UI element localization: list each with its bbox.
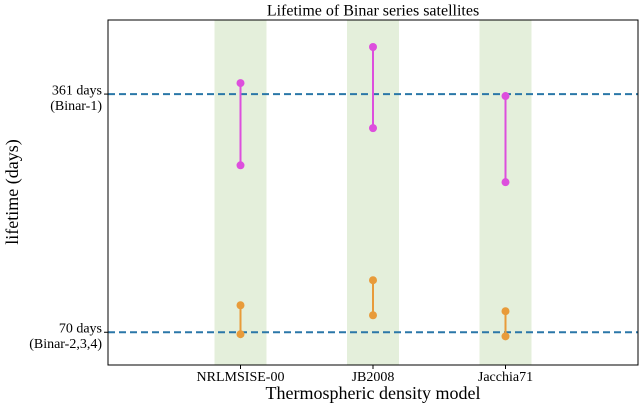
x-tick-label: NRLMSISE-00 [197,370,285,385]
y-tick-label: 361 days (Binar-1) [50,84,102,114]
high-point [501,92,510,101]
x-axis-label: Thermospheric density model [266,383,481,403]
y-tick-label: 70 days (Binar-2,3,4) [29,322,102,352]
y-axis-label: lifetime (days) [2,139,23,244]
chart-title: Lifetime of Binar series satellites [267,3,479,20]
low-point [236,330,245,339]
plot-frame [107,19,639,366]
high-point [369,276,377,285]
low-point [236,161,245,170]
high-point [236,301,245,310]
high-point [369,43,377,52]
x-tick-label: JB2008 [352,370,395,385]
x-tick-label: Jacchia71 [478,370,533,385]
low-point [369,311,377,320]
high-point [236,79,245,88]
low-point [369,124,377,133]
low-point [501,178,510,187]
low-point [501,332,510,341]
high-point [501,307,510,316]
